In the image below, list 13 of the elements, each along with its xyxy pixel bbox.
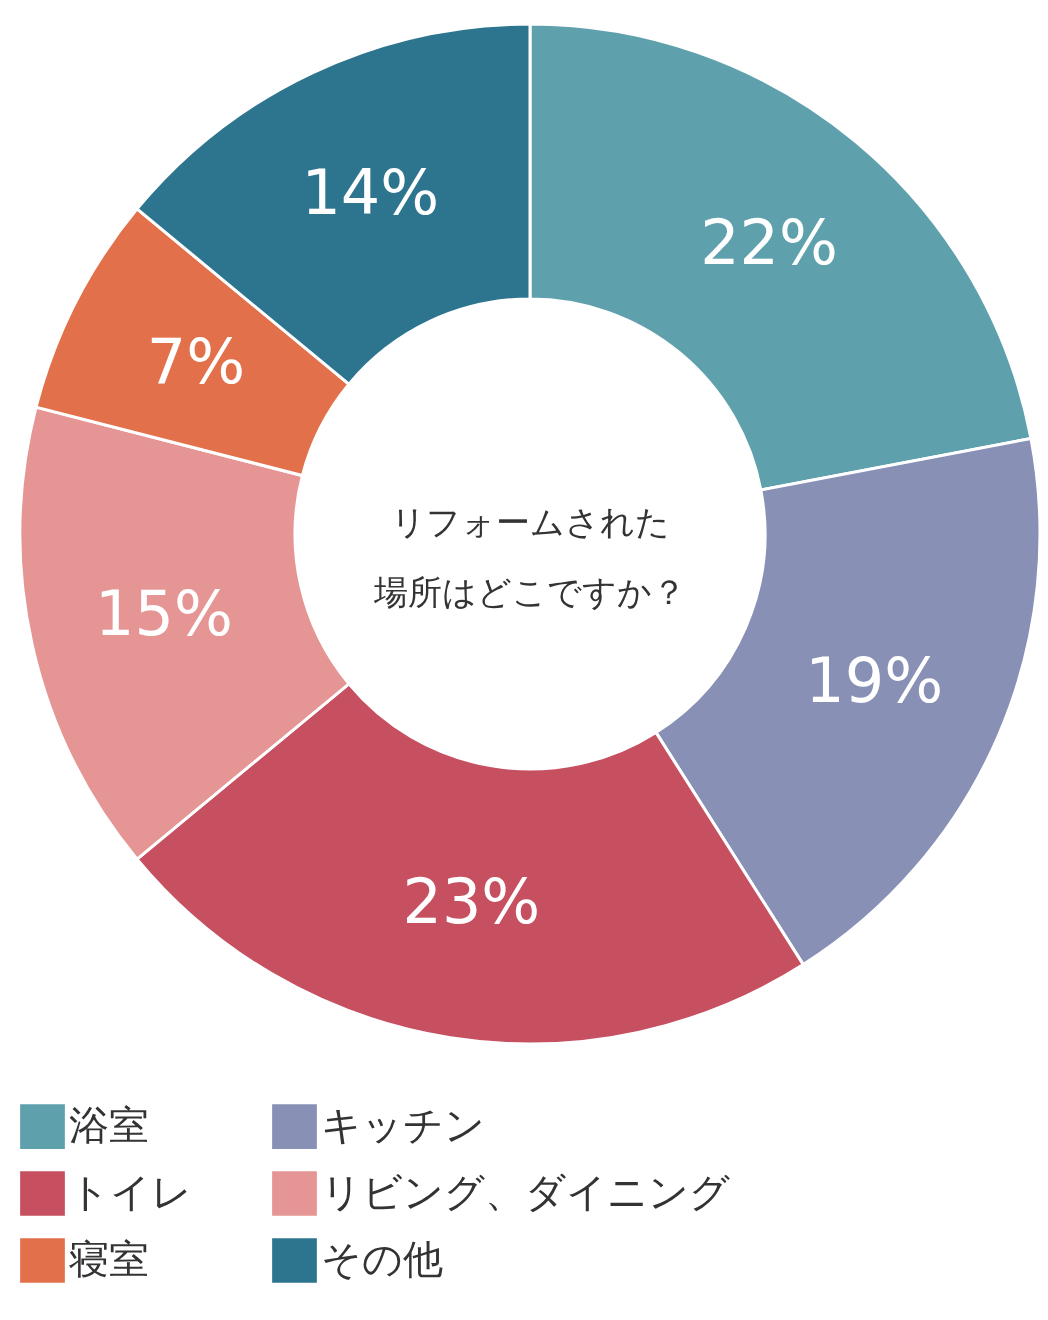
text: リフォームされた場所はどこですか？ — [373, 502, 686, 612]
data-label: 7% — [146, 324, 246, 398]
legend-label: 浴室 — [69, 1101, 149, 1148]
legend-label: リビング、ダイニング — [321, 1168, 730, 1215]
data-label: 19% — [805, 643, 944, 717]
data-label: 15% — [95, 576, 233, 650]
legend-label: 寝室 — [69, 1235, 149, 1282]
legend-label: トイレ — [69, 1168, 192, 1215]
data-label: 22% — [700, 206, 838, 280]
data-label: 23% — [402, 865, 541, 939]
legend-label: その他 — [321, 1235, 443, 1282]
data-label: 14% — [301, 155, 440, 229]
legend-label: キッチン — [321, 1101, 485, 1148]
